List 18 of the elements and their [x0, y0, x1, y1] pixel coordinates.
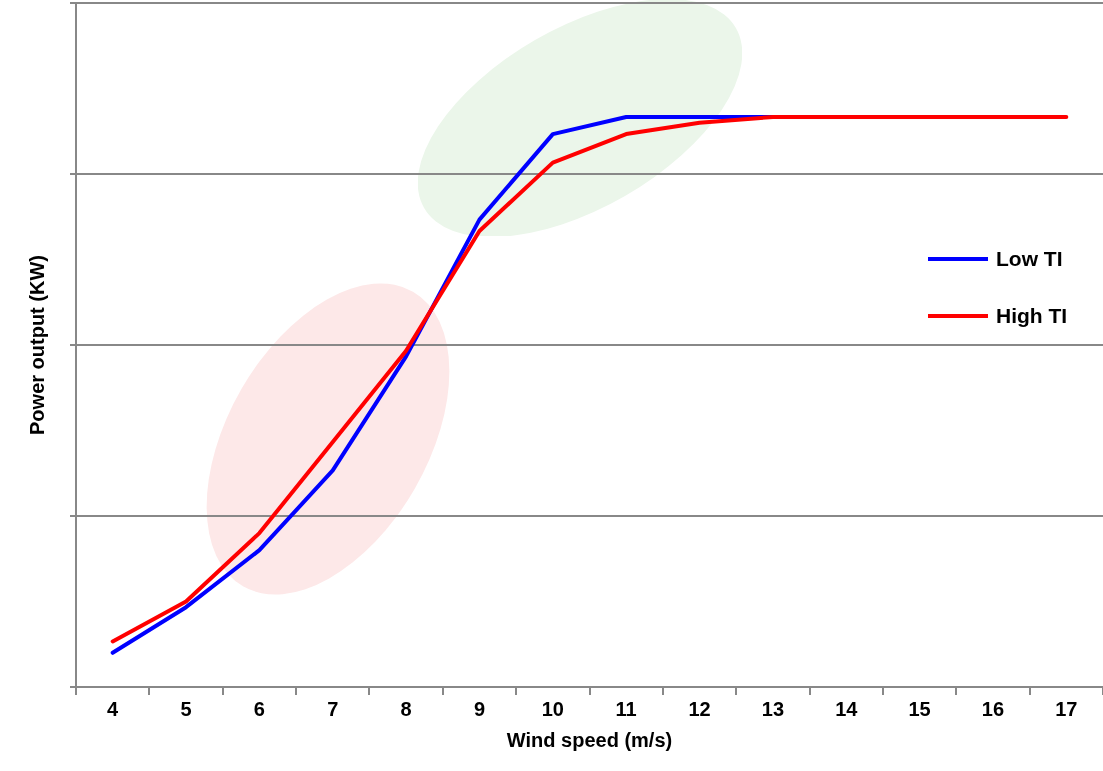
x-tick-label: 9	[473, 697, 486, 720]
x-tick-label: 11	[615, 697, 637, 720]
x-tick-label: 6	[253, 697, 265, 720]
x-tick-label: 4	[107, 697, 120, 720]
x-tick-label: 15	[908, 697, 931, 720]
x-axis-title: Wind speed (m/s)	[506, 728, 673, 751]
x-tick-label: 7	[327, 697, 339, 720]
x-tick-label: 13	[761, 697, 785, 720]
legend-label: Low TI	[996, 246, 1063, 271]
legend-label: High TI	[996, 303, 1068, 328]
x-tick-label: 12	[688, 697, 711, 720]
x-tick-label: 10	[541, 697, 564, 720]
x-tick-label: 8	[400, 697, 412, 720]
x-tick-label: 5	[180, 697, 192, 720]
x-tick-label: 16	[981, 697, 1005, 720]
x-tick-label: 14	[835, 697, 859, 720]
x-tick-label: 17	[1055, 697, 1078, 720]
y-axis-title: Power output (KW)	[25, 255, 48, 435]
